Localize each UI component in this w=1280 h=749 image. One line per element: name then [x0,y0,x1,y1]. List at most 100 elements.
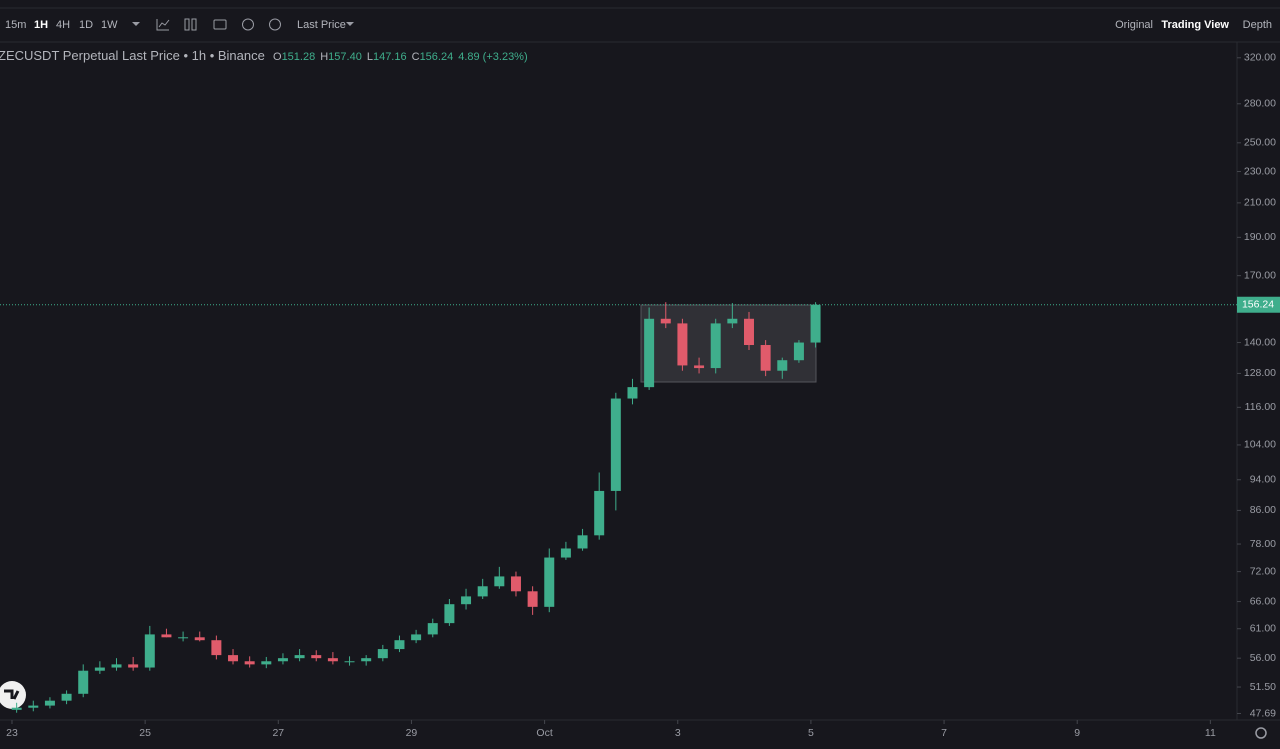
x-tick-label: 7 [941,727,947,739]
indicator-icon[interactable] [156,19,170,31]
candle-body [760,345,771,371]
view-tab[interactable]: Depth [1243,19,1272,31]
add-icon[interactable] [242,18,254,31]
y-tick-label: 230.00 [1244,165,1276,177]
candle-body [444,604,455,624]
y-tick-label: 190.00 [1244,231,1276,243]
candle-icon[interactable] [191,18,197,31]
y-tick-label: 140.00 [1244,336,1276,348]
last-price-label: 156.24 [1242,299,1274,311]
y-tick-label: 47.69 [1250,707,1276,719]
candle-icon[interactable] [184,18,190,31]
ohlc-value: 147.16 [373,51,407,63]
candle-body [61,693,72,701]
y-tick-label: 128.00 [1244,367,1276,379]
candle-body [477,586,488,597]
view-tab[interactable]: Trading View [1161,19,1229,31]
candle-body [377,649,388,659]
y-tick-label: 78.00 [1250,538,1276,550]
candle-body [28,705,39,708]
exchange: Binance [218,48,265,63]
y-tick-label: 86.00 [1250,504,1276,516]
candle-body [394,640,405,650]
interval-button[interactable]: 15m [5,19,26,31]
last-price-tag [1237,296,1280,313]
toolbar [132,18,354,31]
candle-body [94,667,105,671]
x-tick-label: 25 [139,727,151,739]
x-tick-label: 3 [675,727,681,739]
candle-body [677,323,688,366]
candle-body [194,637,205,641]
y-tick-label: 66.00 [1250,595,1276,607]
candle-body [111,664,122,668]
interval-dropdown[interactable] [132,22,140,26]
settings-icon[interactable] [1255,727,1267,739]
candle-body [228,655,239,662]
y-tick-label: 104.00 [1244,439,1276,451]
candle-body [610,398,621,491]
ohlc: O151.28 H157.40 L147.16 C156.24 4.89 (+3.23%… [273,51,528,63]
candle-body [78,670,89,694]
candle-body [327,658,338,662]
y-tick-label: 250.00 [1244,137,1276,149]
candle-body [743,318,754,346]
ohlc-label: C [412,51,420,63]
candle-body [544,557,555,607]
x-tick-label: 29 [406,727,418,739]
y-tick-label: 56.00 [1250,652,1276,664]
change: 4.89 (+3.23%) [458,51,527,63]
candle-body [594,490,605,536]
candle-body [644,318,655,388]
candle-body [128,664,139,668]
x-tick-label: 5 [808,727,814,739]
replay-icon[interactable] [269,18,281,31]
y-tick-label: 210.00 [1244,197,1276,209]
snapshot-icon[interactable] [213,19,227,30]
logo-mark [4,689,20,700]
candle-body [261,661,272,665]
candle-body [344,661,355,663]
y-tick-label: 280.00 [1244,98,1276,110]
interval-button[interactable]: 1W [101,19,118,31]
x-tick-label: 11 [1205,727,1216,739]
candle-body [660,318,671,324]
candle-body [211,640,222,656]
candle-body [461,596,472,605]
candle-body [494,576,505,587]
x-tick-label: Oct [536,727,552,739]
candle-body [178,637,189,639]
interval: 1h [192,48,206,63]
view-tab[interactable]: Original [1115,19,1153,31]
x-tick-label: 27 [272,727,284,739]
rectangle-drawing [640,304,817,383]
price-type-dropdown[interactable] [346,22,354,26]
candle-body [411,634,422,641]
legend: ZECUSDT Perpetual Last Price • 1h • Bina… [0,48,265,63]
candle-body [44,700,55,706]
candle-body [144,634,155,668]
interval-button[interactable]: 4H [56,19,70,31]
y-tick-label: 320.00 [1244,52,1276,64]
y-tick-label: 61.00 [1250,623,1276,635]
candle-body [694,365,705,369]
price-type[interactable]: Last Price [297,19,346,31]
candle-body [311,655,322,659]
ohlc-value: 157.40 [328,51,362,63]
y-tick-label: 51.50 [1250,681,1276,693]
candle-body [627,387,638,399]
candle-body [560,548,571,558]
ohlc-label: L [367,51,373,63]
interval-button[interactable]: 1D [79,19,93,31]
ohlc-value: 156.24 [420,51,454,63]
candle-body [577,535,588,549]
interval-button[interactable]: 1H [34,19,48,31]
candle-body [11,707,22,710]
candle-body [427,623,438,635]
candle-body [727,318,738,324]
candle-body [793,342,804,361]
ohlc-value: 151.28 [282,51,316,63]
